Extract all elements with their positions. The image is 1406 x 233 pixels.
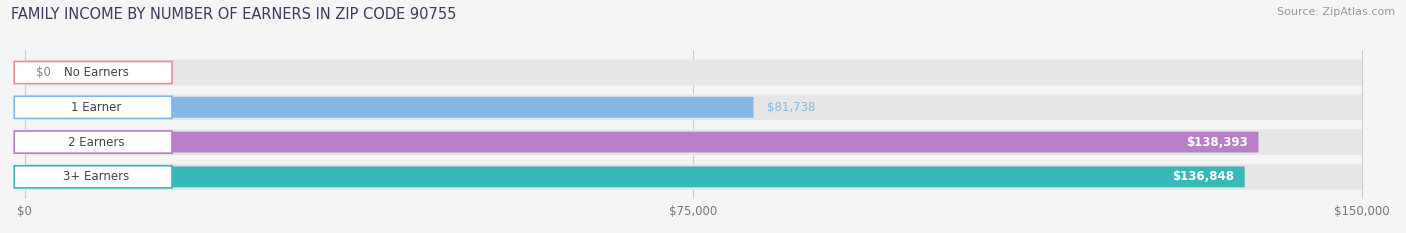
FancyBboxPatch shape	[25, 129, 1362, 155]
Text: $81,738: $81,738	[766, 101, 815, 114]
FancyBboxPatch shape	[25, 94, 1362, 120]
Text: 1 Earner: 1 Earner	[72, 101, 121, 114]
FancyBboxPatch shape	[25, 97, 754, 118]
FancyBboxPatch shape	[14, 166, 172, 188]
FancyBboxPatch shape	[25, 60, 1362, 86]
Text: $136,848: $136,848	[1173, 170, 1234, 183]
Text: 2 Earners: 2 Earners	[67, 136, 125, 149]
Text: Source: ZipAtlas.com: Source: ZipAtlas.com	[1277, 7, 1395, 17]
Text: $0: $0	[35, 66, 51, 79]
Text: No Earners: No Earners	[63, 66, 129, 79]
FancyBboxPatch shape	[25, 164, 1362, 190]
FancyBboxPatch shape	[14, 96, 172, 118]
Text: 3+ Earners: 3+ Earners	[63, 170, 129, 183]
Text: $138,393: $138,393	[1187, 136, 1247, 149]
FancyBboxPatch shape	[14, 131, 172, 153]
Text: FAMILY INCOME BY NUMBER OF EARNERS IN ZIP CODE 90755: FAMILY INCOME BY NUMBER OF EARNERS IN ZI…	[11, 7, 457, 22]
FancyBboxPatch shape	[14, 62, 172, 84]
FancyBboxPatch shape	[25, 132, 1258, 153]
FancyBboxPatch shape	[25, 166, 1244, 187]
